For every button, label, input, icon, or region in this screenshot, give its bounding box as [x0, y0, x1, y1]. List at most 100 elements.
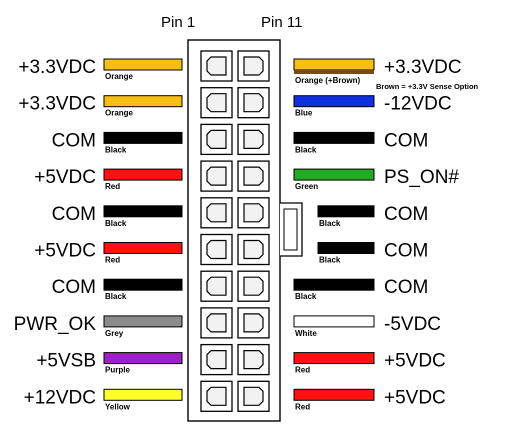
wire-swatch [293, 168, 375, 181]
right-wire-column: +3.3VDC Orange (+Brown) -12VDC Blue COM Black… [293, 57, 462, 411]
wire-color-label: Grey [105, 329, 124, 338]
voltage-label: COM [384, 130, 428, 151]
voltage-label: +3.3VDC [18, 57, 96, 78]
left-pin-5: COM Black [52, 204, 183, 228]
wire-swatch [103, 58, 183, 71]
right-pin-14: PS_ON# Green [293, 167, 459, 191]
voltage-label: COM [52, 130, 96, 151]
voltage-label: COM [384, 204, 428, 225]
voltage-label: COM [52, 277, 96, 298]
voltage-label: +12VDC [24, 387, 96, 408]
right-pin-17: COM Black [293, 277, 428, 301]
pin-socket [200, 380, 233, 412]
right-pin-11: +3.3VDC Orange (+Brown) [293, 57, 462, 85]
voltage-label: -12VDC [384, 94, 452, 115]
wire-swatch [293, 388, 375, 401]
pin-socket [200, 197, 233, 229]
pin-socket [200, 270, 233, 302]
voltage-label: PS_ON# [384, 167, 459, 188]
wire-color-label: Yellow [105, 402, 131, 411]
connector-latch-inner [283, 208, 298, 251]
left-pin-4: +5VDC Red [34, 167, 183, 191]
left-pin-6: +5VDC Red [34, 241, 183, 265]
wire-swatch [293, 58, 375, 71]
wire-stripe [294, 70, 374, 74]
wire-color-label: Green [295, 182, 318, 191]
wire-color-label: Black [295, 292, 317, 301]
right-pin-20: +5VDC Red [293, 387, 446, 411]
pin-1-label: Pin 1 [161, 14, 195, 31]
wire-swatch [293, 315, 375, 328]
voltage-label: -5VDC [384, 314, 441, 335]
voltage-label: +5VDC [34, 241, 96, 262]
wire-color-label: Red [105, 182, 120, 191]
voltage-label: COM [384, 241, 428, 262]
left-pin-7: COM Black [52, 277, 183, 301]
voltage-label: PWR_OK [14, 314, 97, 335]
pin-socket [200, 50, 233, 82]
left-pin-2: +3.3VDC Orange [18, 94, 183, 118]
wire-swatch [103, 388, 183, 401]
wire-color-label: Purple [105, 366, 130, 375]
wire-color-label: Red [295, 402, 310, 411]
voltage-label: +3.3VDC [18, 94, 96, 115]
connector-body [187, 39, 303, 422]
wire-swatch [103, 168, 183, 181]
wire-color-label: Orange (+Brown) [295, 76, 360, 85]
pin-socket [200, 233, 233, 266]
wire-color-label: Black [105, 145, 127, 154]
left-wire-column: +3.3VDC Orange +3.3VDC Orange COM Black +5VDC R… [14, 57, 183, 411]
pin-socket [237, 233, 270, 266]
pin-socket [237, 87, 270, 119]
pin-socket [237, 307, 270, 339]
pin-socket [237, 270, 270, 302]
right-pin-19: +5VDC Red [293, 351, 446, 375]
wire-swatch [103, 278, 183, 291]
right-pin-16: COM Black [317, 241, 428, 265]
wire-color-label: Blue [295, 109, 313, 118]
pin-socket [237, 123, 270, 156]
wire-swatch [317, 242, 375, 254]
voltage-label: +5VDC [384, 387, 446, 408]
voltage-label: +5VSB [36, 351, 96, 372]
right-pin-13: COM Black [293, 130, 428, 154]
pin-socket [200, 307, 233, 339]
brown-sense-note: Brown = +3.3V Sense Option [376, 82, 479, 91]
wire-color-label: Black [105, 292, 127, 301]
pin-socket [200, 87, 233, 119]
wire-color-label: White [295, 329, 317, 338]
left-pin-1: +3.3VDC Orange [18, 57, 183, 81]
left-pin-9: +5VSB Purple [36, 351, 183, 375]
pin-socket [200, 343, 233, 376]
pin-socket [200, 160, 233, 192]
wire-color-label: Black [319, 256, 341, 265]
voltage-label: COM [52, 204, 96, 225]
wire-swatch [103, 95, 183, 108]
wire-swatch [293, 95, 375, 108]
wire-swatch [293, 131, 375, 144]
wire-color-label: Orange [105, 109, 134, 118]
wire-color-label: Red [295, 366, 310, 375]
wire-color-label: Orange [105, 72, 134, 81]
wire-color-label: Red [105, 256, 120, 265]
wire-swatch [103, 242, 183, 254]
wire-swatch [103, 352, 183, 365]
wire-swatch [103, 315, 183, 328]
right-pin-12: -12VDC Blue [293, 94, 452, 118]
wire-swatch [103, 131, 183, 144]
voltage-label: +5VDC [34, 167, 96, 188]
wire-swatch [317, 205, 375, 218]
wire-color-label: Black [319, 219, 341, 228]
pin-socket [237, 343, 270, 376]
left-pin-3: COM Black [52, 130, 183, 154]
voltage-label: +3.3VDC [384, 57, 462, 78]
pin-socket [200, 123, 233, 156]
pin-socket [237, 160, 270, 192]
left-pin-8: PWR_OK Grey [14, 314, 183, 338]
wire-swatch [103, 205, 183, 218]
right-pin-15: COM Black [317, 204, 428, 228]
voltage-label: COM [384, 277, 428, 298]
pin-socket [237, 380, 270, 412]
voltage-label: +5VDC [384, 351, 446, 372]
